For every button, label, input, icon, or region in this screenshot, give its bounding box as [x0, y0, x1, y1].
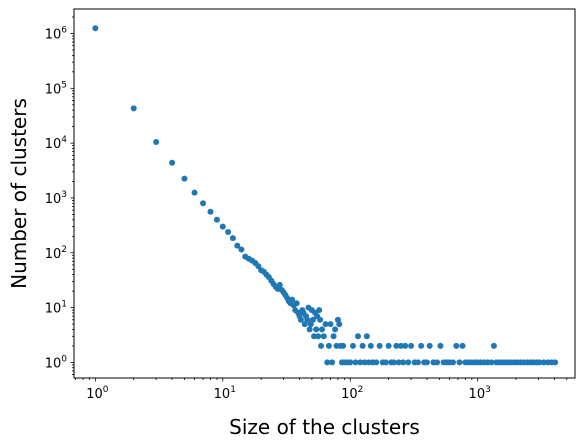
data-point	[395, 359, 402, 366]
data-point	[229, 235, 236, 242]
x-tick-label: 102	[341, 385, 363, 402]
data-point	[349, 342, 356, 349]
data-point	[376, 342, 383, 349]
y-tick-label: 104	[45, 135, 68, 152]
y-tick-label: 103	[45, 190, 67, 207]
data-point	[293, 300, 300, 307]
data-point	[200, 200, 207, 207]
data-point	[361, 359, 368, 366]
data-point	[459, 342, 466, 349]
data-point	[437, 342, 444, 349]
y-axis-label: Number of clusters	[7, 98, 31, 289]
data-point	[169, 159, 176, 166]
data-point	[333, 342, 340, 349]
data-point	[213, 216, 220, 223]
data-point	[423, 359, 430, 366]
data-point	[418, 342, 425, 349]
y-tick-label: 106	[45, 26, 68, 43]
data-point	[311, 333, 318, 340]
data-point	[304, 316, 311, 323]
axis-ticks: 100 101 102 103 100 101 102 103 104 105 106	[45, 16, 568, 402]
y-tick-label: 102	[45, 245, 67, 262]
data-point	[382, 359, 389, 366]
data-point	[390, 359, 397, 366]
data-point	[397, 342, 404, 349]
data-point	[359, 342, 366, 349]
data-point	[453, 342, 460, 349]
data-point	[330, 333, 337, 340]
data-point	[367, 342, 374, 349]
data-point	[317, 316, 324, 323]
data-point	[130, 105, 137, 112]
data-point	[414, 359, 421, 366]
data-point	[405, 359, 412, 366]
x-tick-label: 101	[214, 385, 236, 402]
data-point	[490, 342, 497, 349]
data-point	[450, 359, 456, 366]
data-point	[327, 321, 334, 328]
data-point	[324, 359, 331, 366]
data-point	[320, 333, 327, 340]
scatter-points	[92, 25, 559, 366]
data-point	[336, 321, 343, 328]
data-point	[306, 326, 313, 333]
data-point	[322, 321, 329, 328]
data-point	[92, 25, 99, 32]
x-tick-label: 103	[469, 385, 491, 402]
data-point	[225, 228, 232, 235]
data-point	[354, 333, 361, 340]
data-point	[426, 342, 433, 349]
data-point	[276, 281, 283, 288]
data-point	[488, 359, 495, 366]
data-point	[181, 175, 188, 182]
data-point	[456, 359, 463, 366]
data-point	[347, 359, 354, 366]
data-point	[207, 208, 214, 215]
data-point	[289, 296, 296, 303]
data-point	[238, 246, 245, 253]
data-point	[400, 359, 407, 366]
data-point	[357, 359, 364, 366]
data-point	[219, 223, 226, 230]
data-point	[329, 359, 336, 366]
data-point	[309, 316, 316, 323]
data-point	[340, 342, 347, 349]
data-point	[408, 342, 415, 349]
plot-frame	[73, 8, 576, 379]
data-point	[234, 242, 241, 249]
data-point	[402, 342, 409, 349]
data-point	[325, 342, 332, 349]
y-tick-label: 101	[45, 300, 67, 317]
data-point	[385, 342, 392, 349]
data-point	[373, 359, 380, 366]
data-point	[363, 333, 370, 340]
data-point	[318, 342, 325, 349]
data-point	[297, 316, 304, 323]
data-point	[315, 333, 322, 340]
data-point	[434, 359, 441, 366]
data-point	[318, 326, 325, 333]
data-point	[191, 189, 198, 196]
data-point	[352, 359, 359, 366]
y-tick-label: 105	[45, 80, 67, 97]
data-point	[313, 326, 320, 333]
data-point	[332, 326, 339, 333]
data-point	[393, 342, 400, 349]
x-axis-label: Size of the clusters	[229, 415, 420, 439]
data-point	[552, 359, 559, 366]
data-point	[316, 307, 323, 314]
y-tick-label: 100	[45, 354, 68, 371]
data-point	[153, 138, 160, 145]
data-point	[536, 359, 543, 366]
x-tick-label: 100	[86, 385, 109, 402]
